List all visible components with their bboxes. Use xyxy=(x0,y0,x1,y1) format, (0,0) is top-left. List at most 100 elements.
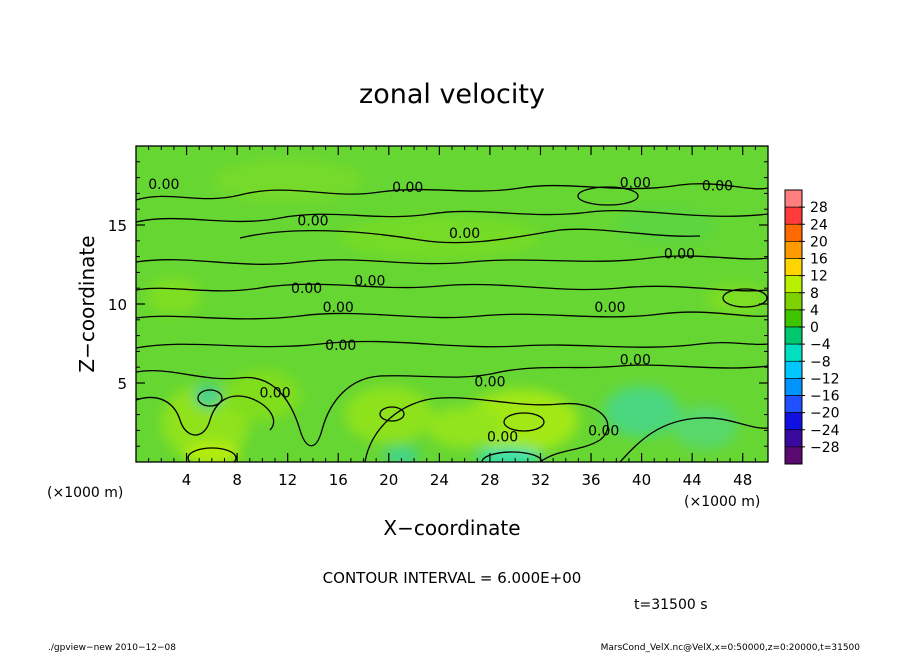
contour-label: 0.00 xyxy=(392,180,423,196)
field-patch xyxy=(211,158,364,203)
contour-line xyxy=(136,209,768,223)
contour-line xyxy=(239,228,701,244)
colorbar-label: 24 xyxy=(810,217,828,233)
contour-line xyxy=(722,288,768,308)
contour-line xyxy=(481,451,543,462)
y-axis: 5 10 15 xyxy=(108,161,768,447)
colorbar-label: −8 xyxy=(810,354,831,370)
field-patch xyxy=(426,406,503,448)
field-patch xyxy=(146,277,202,316)
contour-label: 0.00 xyxy=(297,213,328,229)
colorbar-swatch xyxy=(784,429,803,448)
contour-line xyxy=(136,340,768,349)
contour-line xyxy=(577,186,639,206)
contour-label: 0.00 xyxy=(259,385,290,401)
colorbar-swatch xyxy=(784,343,803,362)
colorbar-label: 20 xyxy=(810,234,828,250)
contour-line xyxy=(136,311,768,320)
colorbar-label: 0 xyxy=(810,320,819,336)
contour-line xyxy=(136,395,275,436)
x-tick-label: 32 xyxy=(531,471,550,489)
colorbar-label: 12 xyxy=(810,269,828,285)
contour-label: 0.00 xyxy=(354,273,385,289)
contour-label: 0.00 xyxy=(664,246,695,262)
colorbar-swatch xyxy=(784,412,803,431)
colorbar-label: −24 xyxy=(810,423,840,439)
field-patch xyxy=(344,386,434,444)
field-patch xyxy=(194,383,222,409)
footer-right-text: MarsCond_VelX.nc@VelX,x=0:50000,z=0:2000… xyxy=(601,643,861,653)
x-tick-label: 8 xyxy=(232,471,242,489)
contour-label: 0.00 xyxy=(323,300,354,316)
field-layer: 0.00 0.00 0.00 0.000.000.000.000.00 0.000.00… xyxy=(136,146,768,462)
field-patch xyxy=(476,447,542,462)
contour-label: 0.00 xyxy=(620,352,651,368)
colorbar-swatch xyxy=(784,275,803,294)
contour-label: 0.00 xyxy=(594,300,625,316)
colorbar-label: −12 xyxy=(810,371,840,387)
colorbar-swatch xyxy=(784,258,803,276)
x-units-label: (×1000 m) xyxy=(684,494,760,510)
colorbar-swatch xyxy=(784,326,803,345)
colorbar-swatch xyxy=(784,241,803,259)
x-axis: 4 8 12 16 20 24 28 32 36 40 44 48 xyxy=(148,146,756,489)
contour-line xyxy=(503,412,545,432)
field-patch xyxy=(224,370,301,421)
colorbar-label: 28 xyxy=(810,200,828,216)
contour-label: 0.00 xyxy=(487,430,518,446)
colorbar-swatch xyxy=(784,309,803,328)
contour-line xyxy=(619,417,768,462)
field-patch xyxy=(616,206,718,244)
y-tick-label: 15 xyxy=(108,217,127,235)
contour-labels: 0.00 0.00 0.00 0.000.000.000.000.00 0.000.00… xyxy=(148,175,733,445)
x-axis-title: X−coordinate xyxy=(383,516,520,540)
colorbar-swatch xyxy=(784,446,803,465)
chart-title: zonal velocity xyxy=(359,79,545,110)
contour-line xyxy=(136,283,768,292)
x-tick-label: 4 xyxy=(182,471,192,489)
colorbar-swatch xyxy=(784,395,803,413)
x-tick-label: 36 xyxy=(581,471,600,489)
colorbar-label: −28 xyxy=(810,440,840,456)
contour-label: 0.00 xyxy=(588,423,619,439)
x-tick-label: 16 xyxy=(329,471,348,489)
contour-label: 0.00 xyxy=(325,338,356,354)
contour-line xyxy=(364,397,609,462)
contour-line xyxy=(197,389,223,407)
x-tick-label: 28 xyxy=(480,471,499,489)
contour-interval-text: CONTOUR INTERVAL = 6.000E+00 xyxy=(323,569,582,587)
colorbar-label: −16 xyxy=(810,389,840,405)
x-tick-label: 12 xyxy=(278,471,297,489)
contour-line xyxy=(136,255,768,265)
colorbar-label: 4 xyxy=(810,303,819,319)
colorbar-label: 8 xyxy=(810,286,819,302)
x-tick-label: 40 xyxy=(632,471,651,489)
contour-line xyxy=(379,406,405,422)
field-patch xyxy=(338,215,541,260)
contour-line xyxy=(187,447,237,462)
x-tick-label: 44 xyxy=(683,471,702,489)
colorbar-label: 16 xyxy=(810,252,828,268)
colorbar-swatch xyxy=(784,189,803,208)
x-tick-label: 48 xyxy=(733,471,752,489)
time-label: t=31500 s xyxy=(634,597,708,613)
contour-line xyxy=(136,364,768,447)
contour-line xyxy=(136,183,768,201)
field-patch xyxy=(603,386,680,437)
contour-label: 0.00 xyxy=(620,175,651,191)
y-axis-title: Z−coordinate xyxy=(75,235,99,372)
contour-label: 0.00 xyxy=(449,226,480,242)
contour-label: 0.00 xyxy=(474,374,505,390)
x-tick-label: 24 xyxy=(430,471,449,489)
field-patch xyxy=(184,441,240,462)
contour-label: 0.00 xyxy=(291,281,322,297)
contour-label: 0.00 xyxy=(148,177,179,193)
y-units-label: (×1000 m) xyxy=(47,485,123,501)
colorbar-swatch xyxy=(784,292,803,311)
contour-lines xyxy=(136,183,768,462)
colorbar-swatch xyxy=(784,360,803,379)
field-patch xyxy=(671,405,738,450)
colorbar-label: −20 xyxy=(810,406,840,422)
